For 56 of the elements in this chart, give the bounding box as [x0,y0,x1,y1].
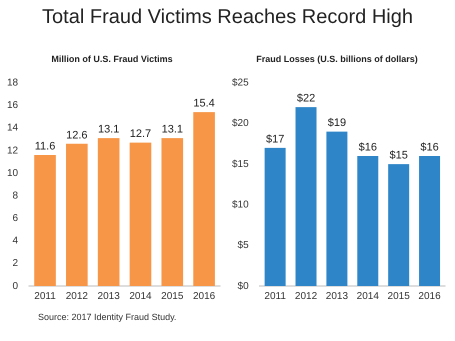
bar [357,156,378,286]
data-label: 13.1 [98,124,120,136]
bar [264,148,286,286]
x-tick-label: 2016 [192,290,216,302]
data-label: $16 [358,141,377,154]
data-label: $22 [296,92,316,105]
y-tick-label: $15 [232,158,250,170]
bar [419,156,440,286]
data-label: 12.6 [66,129,88,142]
y-tick-label: 2 [12,258,19,270]
x-tick-label: 2015 [161,290,184,302]
source-note: Source: 2017 Identity Fraud Study. [38,312,176,322]
chart-subtitle: Million of U.S. Fraud Victims [51,54,173,64]
x-tick-label: 2015 [388,290,410,302]
y-tick-label: 16 [7,100,19,112]
y-tick-label: 0 [12,280,19,292]
bar [296,107,317,286]
bar [130,142,152,286]
y-tick-label: 4 [12,236,19,247]
data-label: $16 [420,141,439,154]
x-tick-label: 2011 [34,290,56,302]
y-tick-label: 18 [7,78,19,89]
x-tick-label: 2016 [418,290,442,302]
y-tick-label: 6 [12,213,19,224]
y-tick-label: 10 [7,168,19,179]
x-tick-label: 2014 [129,290,152,302]
bar [98,138,120,286]
data-label: $19 [328,117,346,130]
data-label: 12.7 [130,128,152,140]
y-tick-label: $10 [232,199,250,210]
bar [66,144,88,286]
data-label: $15 [389,150,408,162]
x-tick-label: 2014 [356,290,380,302]
chart-title: Total Fraud Victims Reaches Record High [41,6,414,29]
y-tick-label: 8 [12,190,19,202]
x-tick-label: 2012 [294,290,318,302]
bar [388,164,410,286]
x-tick-label: 2013 [98,290,120,302]
bar [193,112,215,286]
x-tick-label: 2013 [326,290,348,302]
x-tick-label: 2012 [66,290,88,302]
data-label: 13.1 [162,124,183,136]
y-tick-label: $25 [232,78,250,89]
data-label: 11.6 [34,140,56,153]
y-tick-label: 14 [7,122,19,134]
data-label: 15.4 [193,98,215,110]
y-tick-label: 12 [7,145,19,156]
x-tick-label: 2011 [264,290,286,302]
bar [34,155,56,286]
y-tick-label: $5 [238,240,250,252]
y-tick-label: $20 [232,118,250,130]
bar [326,132,348,286]
bar [161,138,184,286]
y-tick-label: $0 [238,280,250,292]
data-label: $17 [266,133,284,146]
chart-title: Fraud Losses (U.S. billions of dollars) [256,54,418,64]
